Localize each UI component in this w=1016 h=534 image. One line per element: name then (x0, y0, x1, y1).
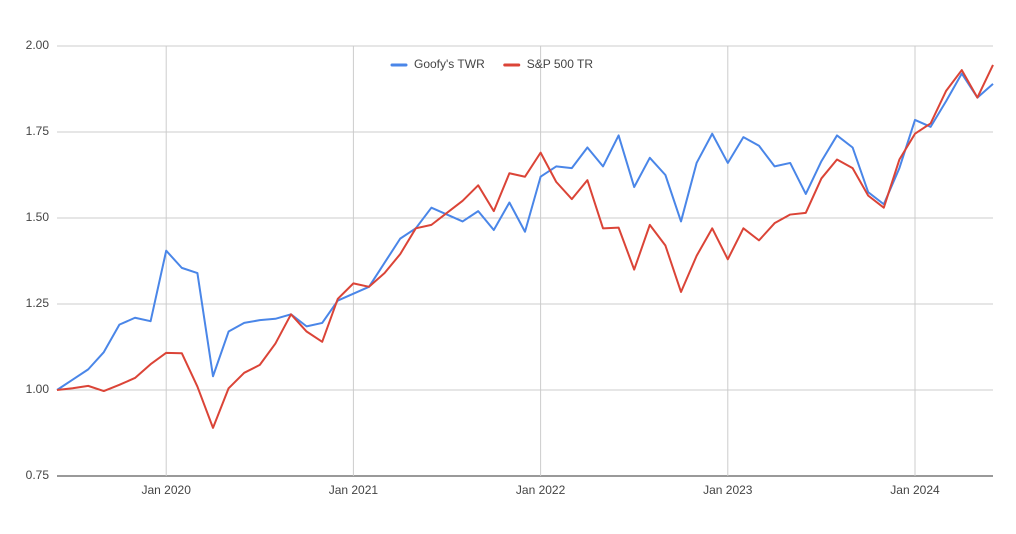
y-tick-label: 1.25 (26, 296, 50, 310)
y-tick-label: 0.75 (26, 468, 50, 482)
series-line (56, 72, 994, 391)
x-tick-label: Jan 2021 (329, 483, 379, 497)
legend-label: Goofy's TWR (414, 57, 485, 71)
y-tick-label: 1.75 (26, 124, 50, 138)
y-tick-label: 2.00 (26, 38, 50, 52)
x-tick-label: Jan 2023 (703, 483, 753, 497)
x-tick-label: Jan 2022 (516, 483, 566, 497)
y-tick-label: 1.00 (26, 382, 50, 396)
x-tick-label: Jan 2020 (142, 483, 192, 497)
y-tick-label: 1.50 (26, 210, 50, 224)
x-tick-label: Jan 2024 (890, 483, 940, 497)
series-line (56, 64, 994, 429)
legend-label: S&P 500 TR (527, 57, 594, 71)
